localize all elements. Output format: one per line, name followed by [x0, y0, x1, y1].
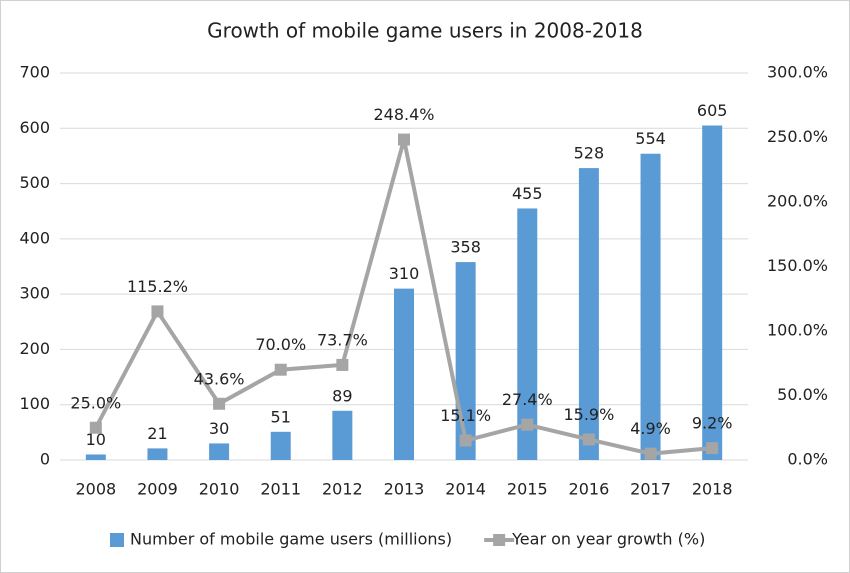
bar — [270, 431, 291, 460]
bar-value-label: 310 — [389, 264, 420, 283]
line-marker — [521, 418, 534, 431]
x-tick-label: 2009 — [137, 480, 178, 499]
x-tick-label: 2013 — [384, 480, 425, 499]
line-value-label: 15.1% — [440, 406, 491, 425]
bar — [85, 454, 106, 460]
y-tick-label: 600 — [19, 118, 50, 137]
line-value-label: 115.2% — [127, 277, 188, 296]
x-tick-label: 2008 — [75, 480, 116, 499]
line-marker — [459, 434, 472, 447]
bar-value-label: 455 — [512, 184, 543, 203]
x-tick-label: 2011 — [260, 480, 301, 499]
bar — [209, 443, 230, 460]
line-marker — [398, 133, 410, 146]
bar-value-label: 21 — [147, 424, 167, 443]
x-tick-label: 2015 — [507, 480, 548, 499]
bar-value-label: 10 — [86, 430, 106, 449]
bar — [394, 288, 414, 460]
bar-value-label: 89 — [332, 386, 352, 405]
x-tick-label: 2010 — [199, 480, 240, 499]
line-value-label: 9.2% — [692, 414, 733, 433]
bar — [640, 153, 661, 460]
bar-value-label: 51 — [271, 407, 291, 426]
x-tick-label: 2012 — [322, 480, 363, 499]
y-tick-label: 500 — [19, 173, 50, 192]
bar-value-label: 30 — [209, 419, 229, 438]
legend-swatch — [110, 533, 124, 547]
bar-value-label: 605 — [697, 101, 728, 120]
y-tick-label: 400 — [19, 228, 50, 247]
y-tick-label: 200 — [19, 339, 50, 358]
line-marker — [336, 358, 349, 371]
bar — [455, 262, 476, 460]
bar — [517, 208, 538, 460]
bar-value-label: 358 — [450, 238, 481, 257]
x-tick-label: 2017 — [630, 480, 671, 499]
bar-value-label: 554 — [635, 129, 666, 148]
line-value-label: 248.4% — [373, 105, 434, 124]
legend-label: Number of mobile game users (millions) — [130, 530, 452, 549]
legend-swatch — [493, 534, 506, 546]
y-tick-label: 700 — [19, 63, 50, 82]
y2-tick-label: 100.0% — [767, 321, 828, 340]
y-tick-label: 300 — [19, 284, 50, 303]
line-marker — [213, 397, 226, 410]
y2-tick-label: 250.0% — [767, 127, 828, 146]
line-value-label: 73.7% — [317, 330, 368, 349]
bar — [702, 125, 723, 461]
bar — [578, 168, 599, 460]
y-tick-label: 0 — [40, 450, 50, 469]
line-value-label: 70.0% — [255, 335, 306, 354]
line-marker — [89, 421, 102, 434]
chart-title: Growth of mobile game users in 2008-2018 — [207, 19, 643, 43]
x-tick-label: 2014 — [445, 480, 486, 499]
line-value-label: 43.6% — [194, 369, 245, 388]
line-value-label: 25.0% — [70, 393, 121, 412]
y2-tick-label: 50.0% — [777, 385, 828, 404]
line-value-label: 15.9% — [563, 405, 614, 424]
y2-tick-label: 200.0% — [767, 192, 828, 211]
y2-tick-label: 300.0% — [767, 63, 828, 82]
line-marker — [644, 447, 657, 460]
line-marker — [706, 442, 719, 455]
line-marker — [582, 433, 595, 446]
x-tick-label: 2018 — [692, 480, 733, 499]
bar — [332, 410, 353, 460]
legend-label: Year on year growth (%) — [511, 530, 705, 549]
line-marker — [274, 363, 287, 376]
line-value-label: 4.9% — [630, 419, 671, 438]
line-value-label: 27.4% — [502, 390, 553, 409]
line-marker — [151, 305, 164, 318]
y2-tick-label: 0.0% — [787, 450, 828, 469]
x-tick-label: 2016 — [569, 480, 610, 499]
y-tick-label: 100 — [19, 394, 50, 413]
bar-value-label: 528 — [574, 144, 605, 163]
bar — [147, 448, 168, 460]
y2-tick-label: 150.0% — [767, 256, 828, 275]
